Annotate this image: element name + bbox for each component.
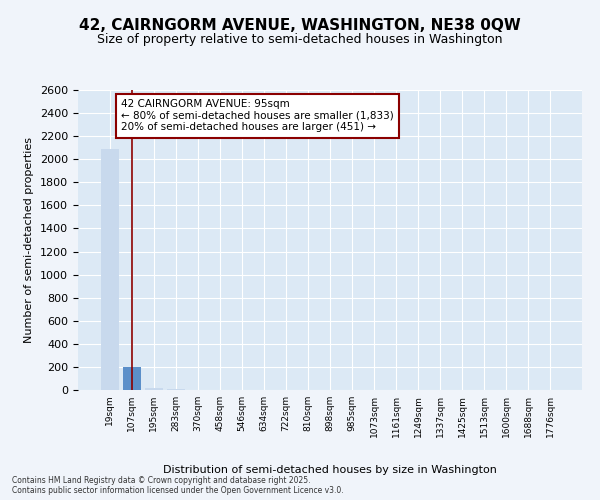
Bar (145, 388, 163, 390)
Text: 42, CAIRNGORM AVENUE, WASHINGTON, NE38 0QW: 42, CAIRNGORM AVENUE, WASHINGTON, NE38 0… (79, 18, 521, 32)
Text: Size of property relative to semi-detached houses in Washington: Size of property relative to semi-detach… (97, 32, 503, 46)
Bar (123, 367, 140, 390)
Text: Contains HM Land Registry data © Crown copyright and database right 2025.
Contai: Contains HM Land Registry data © Crown c… (12, 476, 344, 495)
Text: 42 CAIRNGORM AVENUE: 95sqm
← 80% of semi-detached houses are smaller (1,833)
20%: 42 CAIRNGORM AVENUE: 95sqm ← 80% of semi… (121, 99, 394, 132)
Y-axis label: Number of semi-detached properties: Number of semi-detached properties (25, 137, 34, 343)
Bar (101, 149, 119, 390)
Text: Distribution of semi-detached houses by size in Washington: Distribution of semi-detached houses by … (163, 465, 497, 475)
